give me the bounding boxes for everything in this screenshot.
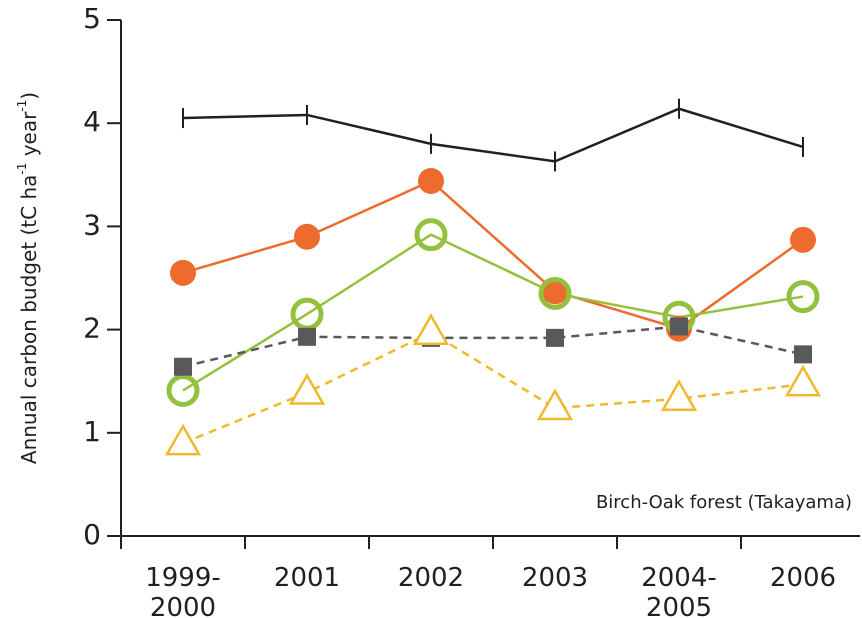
y-tick-label: 2 bbox=[83, 312, 101, 345]
x-tick-line: 2005 bbox=[646, 593, 712, 618]
x-tick-line: 2000 bbox=[150, 593, 216, 618]
x-tick-label: 2001 bbox=[274, 563, 340, 593]
y-axis-label: Annual carbon budget (tC ha-1 year-1) bbox=[15, 92, 41, 464]
x-tick-label: 1999-2000 bbox=[145, 563, 221, 618]
y-tick-label: 0 bbox=[83, 518, 101, 551]
y-label-sup: -1 bbox=[15, 163, 29, 175]
marker bbox=[546, 328, 564, 347]
series-line bbox=[182, 233, 804, 392]
marker bbox=[174, 357, 192, 376]
marker bbox=[536, 388, 574, 421]
marker bbox=[412, 313, 450, 345]
y-label-part: year bbox=[17, 111, 41, 163]
marker bbox=[298, 327, 316, 346]
marker bbox=[794, 345, 812, 364]
marker bbox=[786, 280, 820, 314]
marker bbox=[164, 423, 202, 456]
annotation: Birch-Oak forest (Takayama) bbox=[596, 492, 852, 513]
marker bbox=[542, 278, 568, 305]
series-line bbox=[182, 179, 804, 330]
x-tick-label: 2003 bbox=[522, 563, 588, 593]
x-tick-label: 2004-2005 bbox=[641, 563, 717, 618]
y-label-sup: -1 bbox=[15, 100, 29, 112]
y-label-part: ) bbox=[17, 92, 41, 100]
series-line bbox=[182, 107, 804, 163]
marker bbox=[790, 226, 816, 253]
x-tick-label: 2006 bbox=[770, 563, 836, 593]
y-label-part: Annual carbon budget (tC ha bbox=[17, 175, 41, 464]
y-tick-label: 5 bbox=[83, 2, 101, 35]
marker bbox=[418, 167, 444, 194]
x-tick-line: 2006 bbox=[770, 563, 836, 593]
series-line bbox=[182, 331, 804, 445]
x-tick-line: 2003 bbox=[522, 563, 588, 593]
marker bbox=[414, 218, 448, 252]
marker bbox=[538, 276, 572, 310]
x-tick-line: 2002 bbox=[398, 563, 464, 593]
marker bbox=[170, 259, 196, 286]
y-tick-label: 3 bbox=[83, 208, 101, 241]
marker bbox=[166, 373, 200, 407]
marker bbox=[660, 379, 698, 411]
marker bbox=[288, 373, 326, 405]
x-tick-line: 2004- bbox=[641, 563, 717, 593]
y-tick-label: 1 bbox=[83, 415, 101, 448]
x-tick-label: 2002 bbox=[398, 563, 464, 593]
marker bbox=[294, 223, 320, 250]
y-tick-label: 4 bbox=[83, 105, 101, 138]
x-tick-line: 1999- bbox=[145, 563, 221, 593]
marker bbox=[670, 317, 688, 336]
x-tick-line: 2001 bbox=[274, 563, 340, 593]
marker bbox=[784, 364, 822, 397]
series-line bbox=[182, 325, 804, 368]
